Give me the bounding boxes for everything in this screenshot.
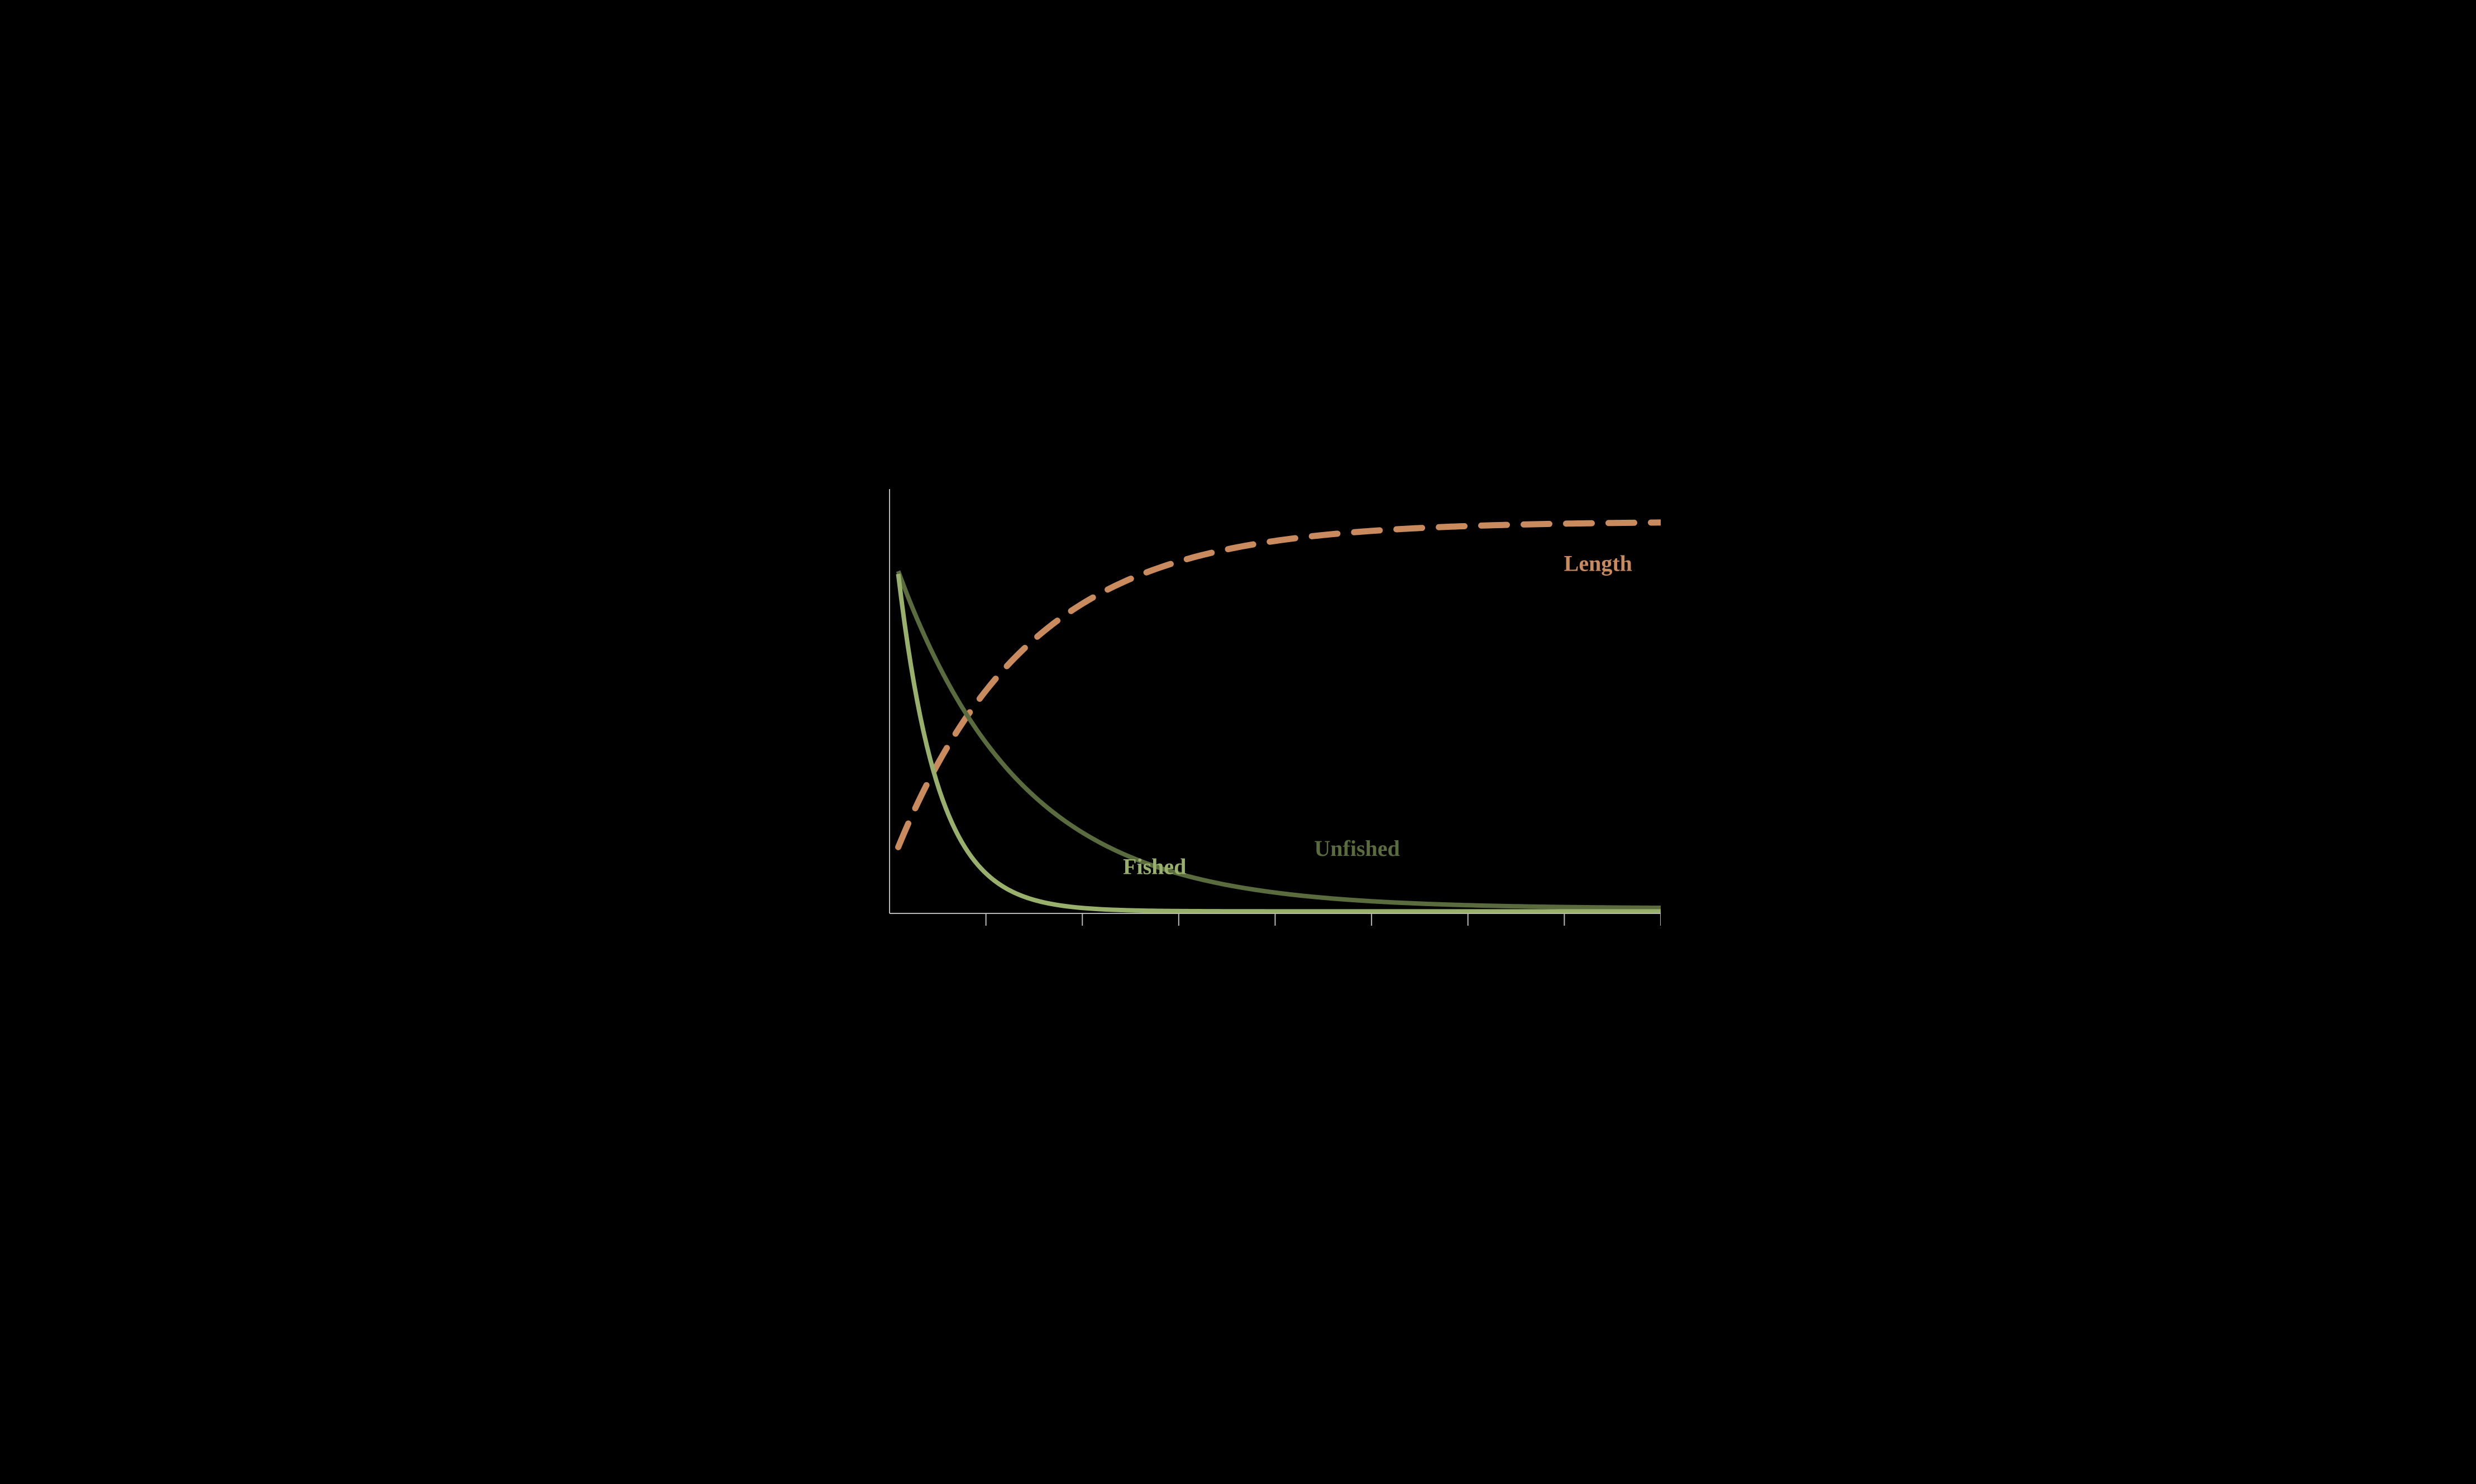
length-label: Length xyxy=(1564,550,1632,576)
fished-label: Fished xyxy=(1123,854,1186,879)
chart-background xyxy=(815,489,1661,995)
unfished-label: Unfished xyxy=(1315,835,1400,860)
population-length-chart: Length Unfished Fished xyxy=(815,489,1661,995)
chart-container: Length Unfished Fished xyxy=(815,489,1661,995)
